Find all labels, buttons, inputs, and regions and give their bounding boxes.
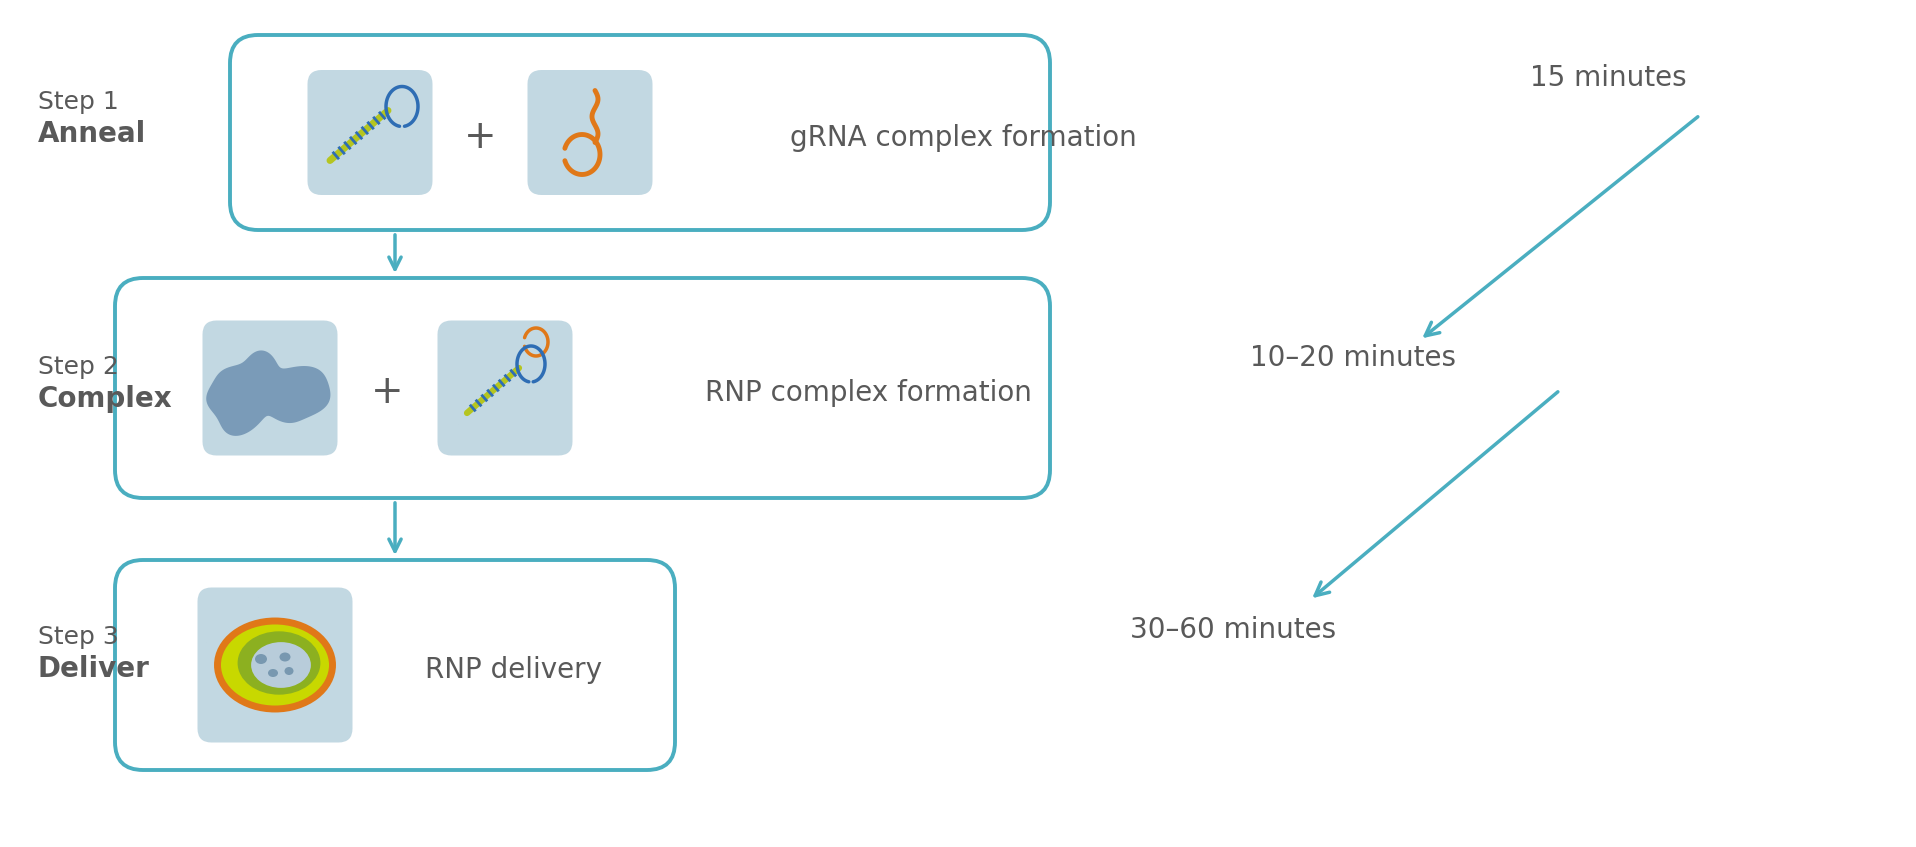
Ellipse shape xyxy=(268,669,278,677)
Text: Step 3: Step 3 xyxy=(38,625,119,649)
Ellipse shape xyxy=(238,631,320,695)
Polygon shape xyxy=(207,351,330,436)
Text: RNP delivery: RNP delivery xyxy=(425,656,602,684)
FancyBboxPatch shape xyxy=(203,320,337,456)
Text: Step 1: Step 1 xyxy=(38,90,119,114)
Ellipse shape xyxy=(218,621,333,709)
Text: Step 2: Step 2 xyxy=(38,355,119,379)
Text: +: + xyxy=(464,118,496,156)
Text: 30–60 minutes: 30–60 minutes xyxy=(1130,616,1335,644)
Text: Anneal: Anneal xyxy=(38,120,146,148)
Text: 15 minutes: 15 minutes xyxy=(1531,64,1686,92)
FancyBboxPatch shape xyxy=(307,70,433,195)
Ellipse shape xyxy=(280,652,291,662)
Text: Complex: Complex xyxy=(38,385,172,413)
FancyBboxPatch shape xyxy=(197,588,353,743)
Text: gRNA complex formation: gRNA complex formation xyxy=(789,124,1136,152)
Ellipse shape xyxy=(255,654,266,664)
Text: +: + xyxy=(372,373,404,411)
Ellipse shape xyxy=(251,642,310,688)
FancyBboxPatch shape xyxy=(437,320,573,456)
FancyBboxPatch shape xyxy=(527,70,653,195)
Ellipse shape xyxy=(284,667,293,675)
Text: RNP complex formation: RNP complex formation xyxy=(705,379,1033,407)
Text: 10–20 minutes: 10–20 minutes xyxy=(1249,344,1456,372)
Text: Deliver: Deliver xyxy=(38,655,149,683)
